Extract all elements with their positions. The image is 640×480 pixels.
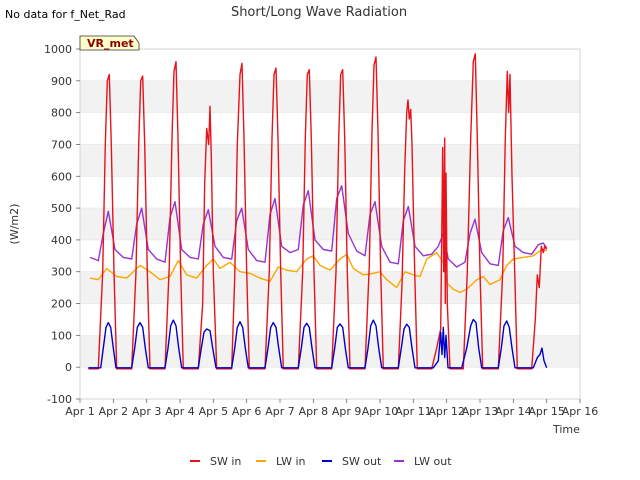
grid-band xyxy=(80,176,580,209)
legend-item-lw-in: LW in xyxy=(256,455,306,468)
y-tick-label: 400 xyxy=(51,234,72,247)
x-tick-label: Apr 15 xyxy=(528,405,565,418)
y-tick-label: 0 xyxy=(65,361,72,374)
grid-band xyxy=(80,49,580,81)
legend-label: SW in xyxy=(210,455,241,468)
x-tick-label: Apr 11 xyxy=(395,405,432,418)
y-tick-label: 300 xyxy=(51,266,72,279)
y-axis-label: (W/m2) xyxy=(8,204,21,245)
series-line-sw-in xyxy=(88,53,548,370)
y-tick-label: 900 xyxy=(51,75,72,88)
y-tick-label: 100 xyxy=(51,329,72,342)
x-tick-label: Apr 5 xyxy=(199,405,229,418)
grid-band xyxy=(80,208,580,240)
x-axis-label: Time xyxy=(552,423,580,436)
no-data-note: No data for f_Net_Rad xyxy=(5,8,126,21)
grid-band xyxy=(80,239,580,272)
station-tag-label: VR_met xyxy=(87,37,134,50)
x-tick-label: Apr 8 xyxy=(299,405,329,418)
grid-band xyxy=(80,303,580,336)
x-tick-label: Apr 12 xyxy=(428,405,465,418)
y-tick-label: 500 xyxy=(51,202,72,215)
x-axis: Apr 1 Apr 2 Apr 3 Apr 4 Apr 5 Apr 6 Apr 7 Apr 8… xyxy=(65,399,598,418)
x-tick-label: Apr 4 xyxy=(165,405,195,418)
y-tick-label: 700 xyxy=(51,138,72,151)
grid-band xyxy=(80,335,580,368)
y-tick-label: 600 xyxy=(51,170,72,183)
y-axis: -100 0 100 200 300 400 500 600 700 800 900 1000 xyxy=(44,43,80,406)
legend-item-sw-out: SW out xyxy=(322,455,382,468)
x-tick-label: Apr 6 xyxy=(232,405,262,418)
grid-band xyxy=(80,367,580,399)
grid-band xyxy=(80,144,580,177)
x-tick-label: Apr 14 xyxy=(495,405,532,418)
legend-label: SW out xyxy=(342,455,382,468)
series-line-lw-in xyxy=(89,248,547,294)
y-tick-label: 1000 xyxy=(44,43,72,56)
legend: SW in LW in SW out LW out xyxy=(190,455,452,468)
x-tick-label: Apr 1 xyxy=(65,405,95,418)
series-lines xyxy=(88,53,548,370)
legend-label: LW in xyxy=(276,455,306,468)
grid-bands xyxy=(79,48,581,400)
x-tick-label: Apr 3 xyxy=(132,405,162,418)
legend-item-lw-out: LW out xyxy=(394,455,452,468)
series-line-sw-out xyxy=(88,318,548,369)
x-tick-label: Apr 16 xyxy=(562,405,599,418)
grid-band xyxy=(80,112,580,145)
y-tick-label: -100 xyxy=(47,393,72,406)
grid-band xyxy=(80,271,580,304)
legend-item-sw-in: SW in xyxy=(190,455,241,468)
legend-label: LW out xyxy=(414,455,452,468)
station-tag: VR_met xyxy=(79,35,140,51)
grid-band xyxy=(80,80,580,113)
chart-title: Short/Long Wave Radiation xyxy=(231,5,407,20)
series-line-lw-out xyxy=(89,185,548,268)
x-tick-label: Apr 2 xyxy=(99,405,129,418)
x-tick-label: Apr 13 xyxy=(462,405,499,418)
x-tick-label: Apr 7 xyxy=(265,405,295,418)
y-tick-label: 200 xyxy=(51,298,72,311)
y-tick-label: 800 xyxy=(51,107,72,120)
x-tick-label: Apr 9 xyxy=(332,405,362,418)
x-tick-label: Apr 10 xyxy=(362,405,399,418)
plot-frame xyxy=(79,48,581,400)
